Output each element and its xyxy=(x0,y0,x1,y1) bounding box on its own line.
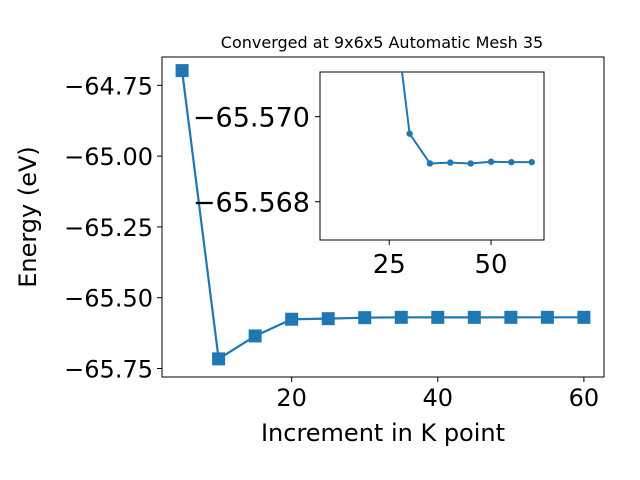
main-y-tick-label: −65.00 xyxy=(64,143,153,171)
inset-data-point xyxy=(487,158,495,165)
inset-data-point xyxy=(426,160,434,167)
x-axis-label: Increment in K point xyxy=(261,419,505,447)
main-x-ticks: 20 40 60 xyxy=(276,377,599,412)
main-data-point xyxy=(248,329,262,343)
inset-y-tick-label: −65.568 xyxy=(193,188,310,219)
main-x-tick-label: 20 xyxy=(276,384,307,412)
inset-data-point xyxy=(528,158,535,166)
main-y-tick-label: −65.75 xyxy=(64,356,153,384)
main-data-point xyxy=(577,310,591,324)
inset-y-ticks: −65.570 −65.568 xyxy=(193,103,320,219)
inset-x-tick-label: 25 xyxy=(373,250,406,280)
main-series xyxy=(175,64,591,366)
main-y-ticks: −64.75 −65.00 −65.25 −65.50 −65.75 xyxy=(64,72,162,384)
main-data-point xyxy=(285,312,299,326)
chart-title: Converged at 9x6x5 Automatic Mesh 35 xyxy=(221,33,543,52)
main-y-tick-label: −64.75 xyxy=(64,72,153,100)
main-data-point xyxy=(175,64,189,78)
main-x-tick-label: 40 xyxy=(423,384,454,412)
inset-x-tick-label: 50 xyxy=(475,250,508,280)
main-data-point xyxy=(394,310,408,324)
inset-data-point xyxy=(508,158,515,166)
inset-data-point xyxy=(447,159,454,166)
inset-axes-frame xyxy=(319,71,545,241)
inset-x-ticks: 25 50 xyxy=(373,240,508,280)
inset-y-tick-label: −65.570 xyxy=(193,103,310,134)
inset-series-line xyxy=(401,72,532,165)
main-data-point xyxy=(358,311,372,325)
main-x-tick-label: 60 xyxy=(569,384,600,412)
main-data-point xyxy=(321,312,335,326)
main-y-tick-label: −65.50 xyxy=(64,285,153,313)
y-axis-label: Energy (eV) xyxy=(14,146,42,288)
main-y-tick-label: −65.25 xyxy=(64,214,153,242)
inset-data-point xyxy=(467,160,474,167)
main-data-point xyxy=(467,310,481,324)
inset-data-point xyxy=(406,130,413,137)
main-data-point xyxy=(504,310,518,324)
main-data-point xyxy=(540,310,554,324)
inset-series xyxy=(401,72,535,167)
main-data-point xyxy=(212,352,226,366)
main-data-point xyxy=(431,310,445,324)
